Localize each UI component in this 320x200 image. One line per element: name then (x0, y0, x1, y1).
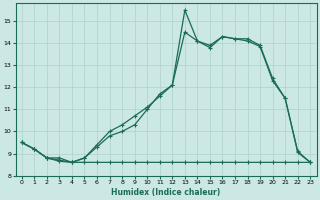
X-axis label: Humidex (Indice chaleur): Humidex (Indice chaleur) (111, 188, 221, 197)
